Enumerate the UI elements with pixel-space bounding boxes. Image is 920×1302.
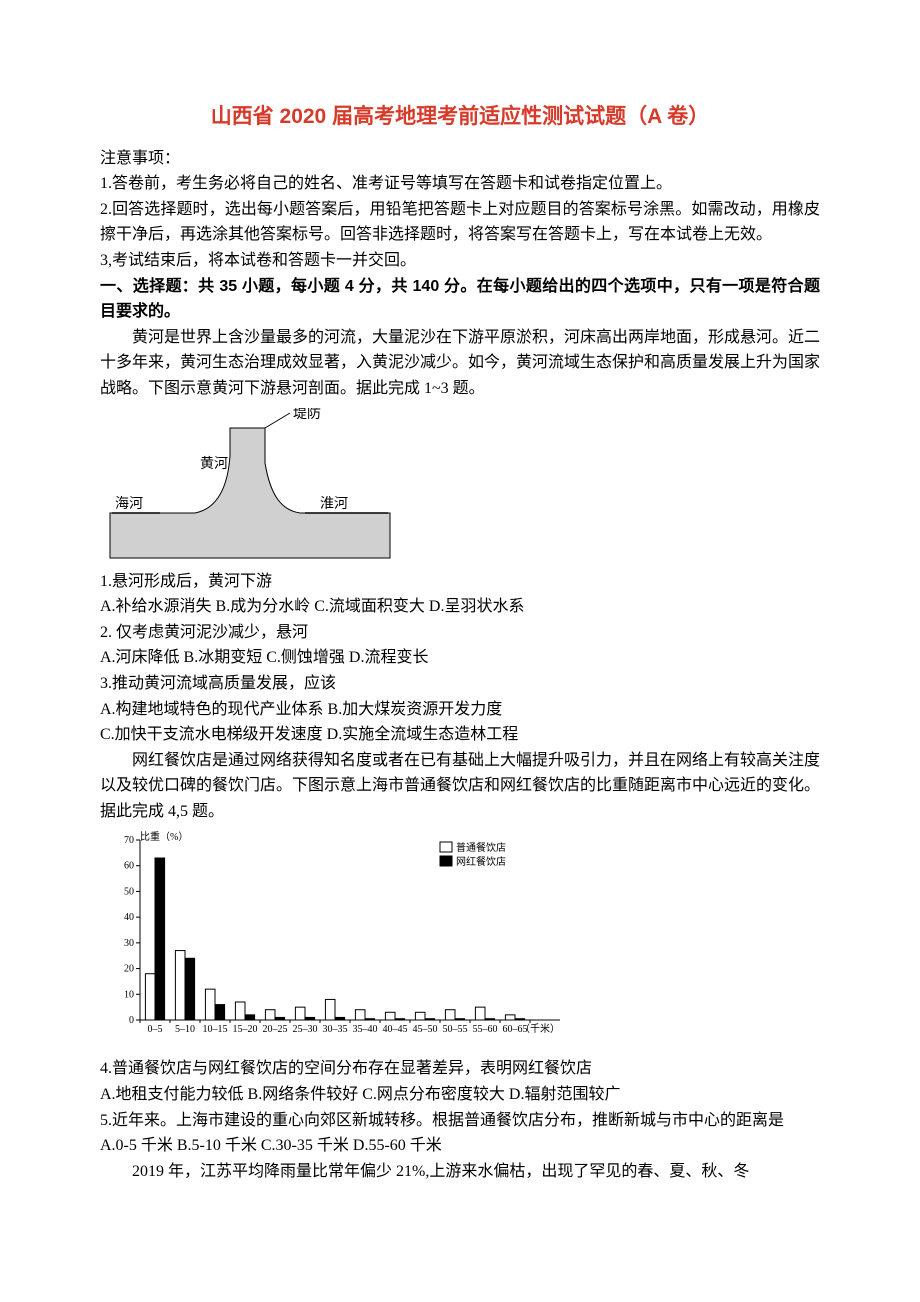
notes-item-3: 3,考试结束后，将本试卷和答题卡一并交回。 [100,248,820,274]
bar-chart-figure: 比重（%） 0 10 20 30 40 50 60 70 0–5 5–10 10–15 15–20 20–… [100,830,820,1050]
river-diagram-svg: 堤防 黄河 海河 淮河 [100,408,400,563]
label-hai-river: 海河 [115,496,143,512]
svg-text:比重（%）: 比重（%） [140,830,188,843]
q1-stem: 1.悬河形成后，黄河下游 [100,569,820,595]
svg-text:0: 0 [129,1015,134,1026]
svg-text:0–5: 0–5 [148,1024,163,1035]
svg-text:45–50: 45–50 [413,1024,438,1035]
svg-text:10: 10 [124,990,134,1001]
section-1-heading: 一、选择题：共 35 小题，每小题 4 分，共 140 分。在每小题给出的四个选… [100,274,820,325]
svg-text:30–35: 30–35 [323,1024,348,1035]
q4-stem: 4.普通餐饮店与网红餐饮店的空间分布存在显著差异，表明网红餐饮店 [100,1056,820,1082]
bar-chart-svg: 比重（%） 0 10 20 30 40 50 60 70 0–5 5–10 10–15 15–20 20–… [100,830,580,1050]
svg-text:40–45: 40–45 [383,1024,408,1035]
q5-stem: 5.近年来。上海市建设的重心向郊区新城转移。根据普通餐饮店分布，推断新城与市中心… [100,1108,820,1134]
svg-text:40: 40 [124,913,134,924]
notes-item-2: 2.回答选择题时，选出每小题答案后，用铅笔把答题卡上对应题目的答案标号涂黑。如需… [100,197,820,248]
svg-text:15–20: 15–20 [233,1024,258,1035]
svg-text:25–30: 25–30 [293,1024,318,1035]
passage-1: 黄河是世界上含沙量最多的河流，大量泥沙在下游平原淤积，河床高出两岸地面，形成悬河… [100,325,820,402]
svg-text:20–25: 20–25 [263,1024,288,1035]
q3-options-line2: C.加快干支流水电梯级开发速度 D.实施全流域生态造林工程 [100,722,820,748]
page-title: 山西省 2020 届高考地理考前适应性测试试题（A 卷） [100,100,820,134]
q1-options: A.补给水源消失 B.成为分水岭 C.流域面积变大 D.呈羽状水系 [100,594,820,620]
svg-text:网红餐饮店: 网红餐饮店 [456,855,506,868]
svg-text:（千米）: （千米） [520,1022,560,1035]
q2-options: A.河床降低 B.冰期变短 C.侧蚀增强 D.流程变长 [100,645,820,671]
q3-stem: 3.推动黄河流域高质量发展，应该 [100,671,820,697]
svg-text:55–60: 55–60 [473,1024,498,1035]
svg-text:5–10: 5–10 [175,1024,195,1035]
svg-text:70: 70 [124,835,134,846]
svg-text:50–55: 50–55 [443,1024,468,1035]
passage-2: 网红餐饮店是通过网络获得知名度或者在已有基础上大幅提升吸引力，并且在网络上有较高… [100,748,820,825]
svg-text:普通餐饮店: 普通餐饮店 [456,841,506,854]
q5-options: A.0-5 千米 B.5-10 千米 C.30-35 千米 D.55-60 千米 [100,1133,820,1159]
passage-3: 2019 年，江苏平均降雨量比常年偏少 21%,上游来水偏枯，出现了罕见的春、夏… [100,1159,820,1185]
q4-options: A.地租支付能力较低 B.网络条件较好 C.网点分布密度较大 D.辐射范围较广 [100,1082,820,1108]
river-cross-section-figure: 堤防 黄河 海河 淮河 [100,408,820,563]
label-huai-river: 淮河 [320,496,348,512]
svg-text:35–40: 35–40 [353,1024,378,1035]
svg-text:60: 60 [124,861,134,872]
svg-text:30: 30 [124,938,134,949]
notes-heading: 注意事项： [100,146,820,172]
svg-text:10–15: 10–15 [203,1024,228,1035]
svg-text:20: 20 [124,964,134,975]
label-dike: 堤防 [293,408,321,422]
q3-options-line1: A.构建地域特色的现代产业体系 B.加大煤炭资源开发力度 [100,697,820,723]
label-yellow-river: 黄河 [200,455,228,472]
svg-text:50: 50 [124,887,134,898]
q2-stem: 2. 仅考虑黄河泥沙减少，悬河 [100,620,820,646]
notes-item-1: 1.答卷前，考生务必将自己的姓名、准考证号等填写在答题卡和试卷指定位置上。 [100,171,820,197]
